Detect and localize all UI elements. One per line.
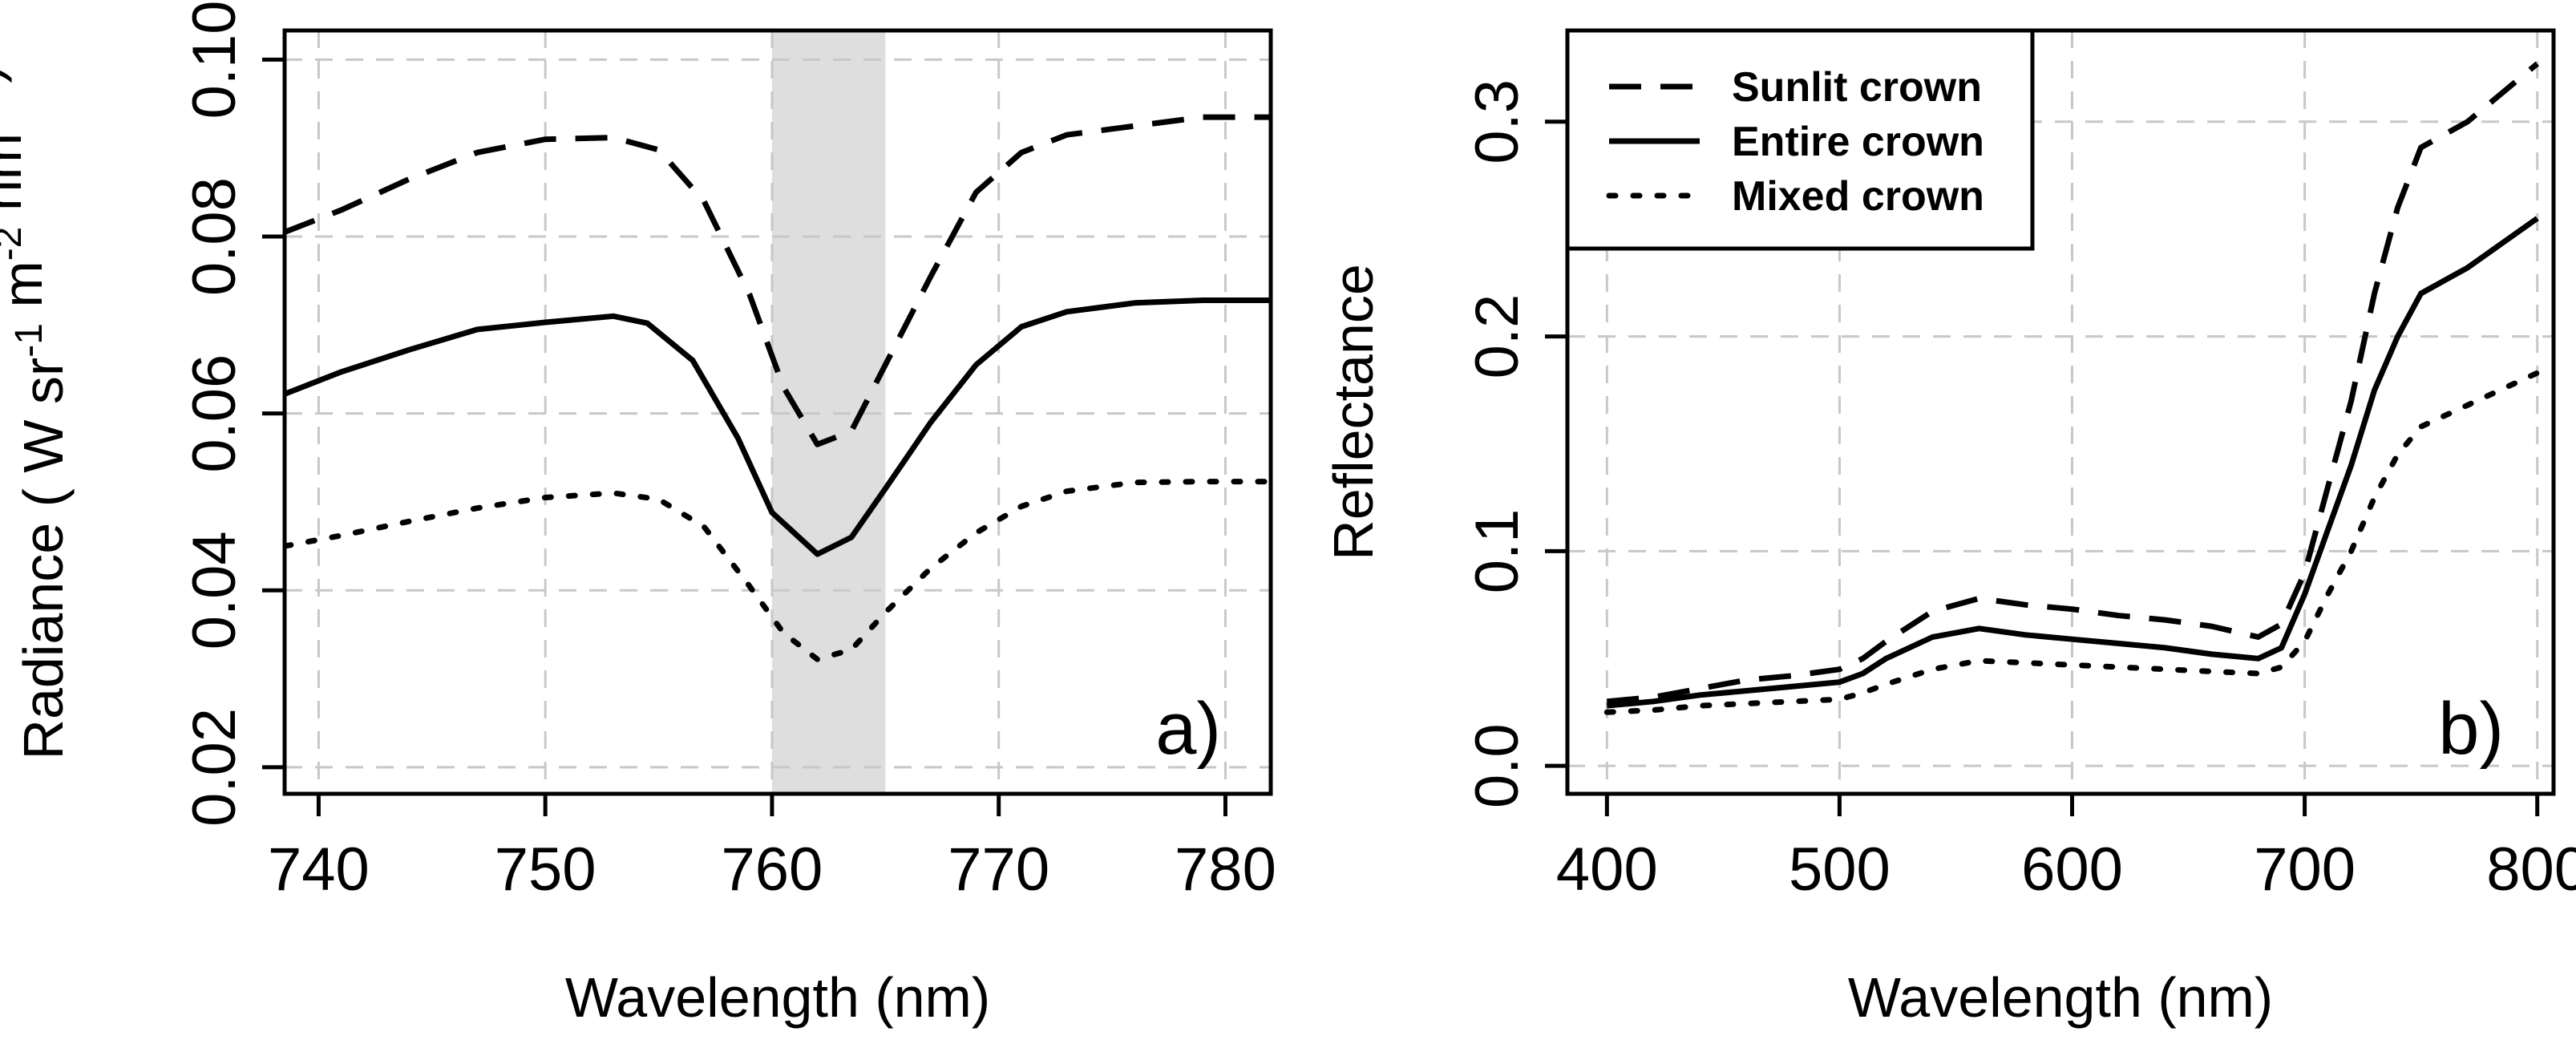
x-tick-label: 700	[2254, 835, 2356, 904]
panel-label: a)	[1155, 688, 1221, 770]
y-tick-label: 0.1	[1463, 509, 1531, 594]
series-line-mixed-crown	[1603, 370, 2541, 715]
shaded-band	[771, 30, 886, 794]
y-tick-label: 0.04	[180, 531, 249, 649]
y-tick-label: 0.08	[180, 177, 249, 296]
y-axis-title: Radiance ( W sr-1 m-2 nm-1 )	[0, 64, 75, 759]
series-line-sunlit-crown	[285, 114, 1271, 447]
x-tick-label: 760	[722, 835, 823, 904]
legend: Sunlit crown Entire crown Mixed crown	[1565, 28, 2035, 251]
x-tick-label: 780	[1175, 835, 1276, 904]
x-tick-label: 400	[1556, 835, 1658, 904]
panel-a-radiance-chart: 740 750 760 770 780 0.02 0.04 0.06 0.08 0.10 Wavel…	[0, 0, 1276, 1029]
panel-b-reflectance-chart: 400 500 600 700 800 0.0 0.1 0.2 0.3 Wavelength (n…	[1322, 28, 2576, 1029]
x-tick-label: 500	[1789, 835, 1891, 904]
plot-frame	[1565, 28, 2556, 796]
series-line-mixed-crown	[285, 479, 1271, 662]
legend-label: Entire crown	[1732, 119, 1984, 165]
x-axis-title: Wavelength (nm)	[1848, 966, 2273, 1029]
y-tick-label: 0.06	[180, 354, 249, 473]
x-tick-label: 600	[2021, 835, 2123, 904]
x-axis-title: Wavelength (nm)	[565, 966, 990, 1029]
y-tick-label: 0.02	[180, 708, 249, 827]
series-line-entire-crown	[285, 297, 1271, 557]
series-line-sunlit-crown	[1606, 61, 2539, 705]
y-tick-label: 0.10	[180, 0, 249, 119]
series-line-entire-crown	[1606, 216, 2539, 709]
x-tick-label: 740	[268, 835, 370, 904]
y-tick-label: 0.2	[1463, 294, 1531, 379]
x-tick-label: 770	[948, 835, 1049, 904]
legend-label: Mixed crown	[1732, 173, 1984, 220]
x-tick-label: 800	[2486, 835, 2576, 904]
panel-label: b)	[2438, 688, 2504, 770]
legend-label: Sunlit crown	[1732, 64, 1982, 111]
y-tick-label: 0.0	[1463, 723, 1531, 808]
y-axis-title: Reflectance	[1322, 264, 1385, 560]
x-tick-label: 750	[495, 835, 596, 904]
y-tick-label: 0.3	[1463, 79, 1531, 164]
